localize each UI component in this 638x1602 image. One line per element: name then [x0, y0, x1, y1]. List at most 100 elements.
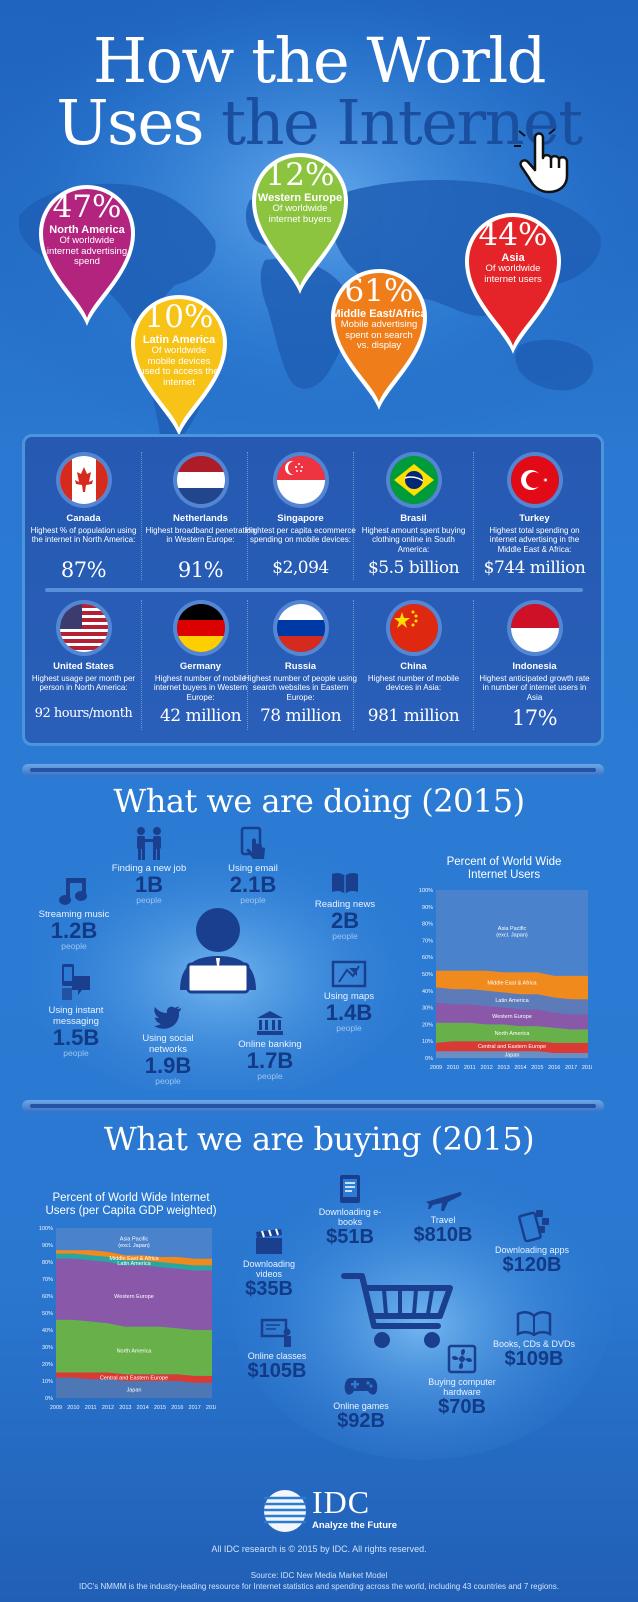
- area-north-america: [436, 1022, 588, 1043]
- x-tick-label: 2016: [171, 1405, 183, 1411]
- y-tick-label: 70%: [422, 938, 433, 944]
- section-divider-bar: [22, 1100, 604, 1112]
- y-tick-label: 30%: [422, 1006, 433, 1012]
- activity-value: 2.1B: [229, 872, 277, 897]
- bird-icon: [154, 1006, 181, 1029]
- country-card-turkey: Turkey Highest total spending on interne…: [478, 456, 591, 578]
- russia-flag-icon: [276, 604, 325, 652]
- computer-fan-icon: [447, 1344, 477, 1374]
- area-middle-east-africa: [56, 1250, 212, 1266]
- country-description: Highest usage per month per person in No…: [31, 674, 136, 693]
- x-tick-label: 2013: [497, 1065, 509, 1071]
- activity-label: Using email: [228, 863, 278, 874]
- pin-region: Western Europe: [257, 192, 343, 204]
- pin-region: North America: [49, 224, 125, 236]
- shopping-cart-icon: [341, 1273, 453, 1348]
- activity-unit: people: [63, 1048, 89, 1058]
- y-tick-label: 10%: [422, 1039, 433, 1045]
- country-stat: 42 million: [159, 706, 242, 726]
- country-name: Canada: [66, 513, 101, 524]
- pin-region: Asia: [501, 252, 525, 264]
- y-tick-label: 80%: [422, 922, 433, 928]
- x-tick-label: 2012: [481, 1065, 493, 1071]
- x-tick-label: 2009: [430, 1065, 442, 1071]
- purchase-computer-hardware: Buying computer hardware $70B: [420, 1344, 504, 1418]
- pin-western-europe: 12% Western Europe Of worldwide internet…: [247, 146, 353, 296]
- purchase-label: Online classes: [247, 1351, 307, 1361]
- pin-middle-east-africa: 61% Middle East/Africa Mobile advertisin…: [326, 262, 432, 412]
- area-middle-east-africa: [436, 970, 588, 1000]
- copyright-text: All IDC research is © 2015 by IDC. All r…: [211, 1544, 427, 1554]
- y-tick-label: 50%: [422, 972, 433, 978]
- y-tick-label: 30%: [42, 1345, 53, 1351]
- brazil-flag-icon: [389, 456, 438, 504]
- x-tick-label: 2011: [464, 1065, 476, 1071]
- country-stat: 91%: [177, 558, 224, 582]
- purchase-label: Buying computer hardware: [428, 1377, 496, 1397]
- series-label: Middle East & Africa: [487, 980, 537, 986]
- series-label: (excl. Japan): [496, 932, 528, 938]
- ebook-icon: [340, 1175, 360, 1203]
- pin-percent: 44%: [478, 217, 548, 253]
- country-description: Highest number of mobile internet buyers…: [153, 674, 248, 702]
- column-divider: [247, 452, 249, 580]
- open-book-icon: [332, 872, 358, 894]
- pin-shape: [39, 185, 135, 326]
- country-card-china: China Highest number of mobile devices i…: [357, 604, 470, 726]
- activity-unit: people: [257, 1071, 283, 1081]
- chart1-title: Percent of World Wide Internet Users: [446, 856, 562, 881]
- activity-social-networks: Using social networks 1.9B people: [128, 1004, 208, 1086]
- x-tick-label: 2012: [102, 1405, 114, 1411]
- singapore-flag-icon: [276, 456, 325, 504]
- gamepad-icon: [344, 1378, 378, 1395]
- purchase-videos: Downloading videos $35B: [230, 1228, 308, 1300]
- activity-reading-news: Reading news 2B people: [304, 870, 386, 941]
- country-name: Brasil: [400, 513, 427, 524]
- purchase-value: $92B: [337, 1410, 385, 1432]
- activity-label: Online banking: [238, 1039, 302, 1050]
- country-stat: 87%: [60, 558, 107, 582]
- activity-using-maps: Using maps 1.4B people: [308, 960, 390, 1033]
- activity-value: 1B: [134, 872, 164, 897]
- activity-instant-messaging: Using instant messaging 1.5B people: [34, 962, 118, 1058]
- activity-streaming-music: Streaming music 1.2B people: [34, 876, 114, 951]
- pin-percent: 10%: [144, 299, 214, 335]
- area-asia-pacific-excl-japan-: [436, 890, 588, 976]
- page-title-line2: Uses the Internet: [0, 90, 638, 156]
- map-pointer-icon: [331, 960, 367, 988]
- usa-flag-icon: [59, 604, 108, 652]
- series-label: Japan: [505, 1053, 520, 1059]
- series-label: Western Europe: [114, 1294, 154, 1300]
- country-card-canada: Canada Highest % of population using the…: [27, 456, 140, 582]
- series-label: Asia Pacific: [498, 926, 527, 932]
- hand-cursor-icon: [514, 128, 569, 194]
- purchase-label: Online games: [333, 1401, 389, 1411]
- country-description: Highest broadband penetration in Western…: [145, 526, 256, 545]
- pin-shape: [252, 153, 348, 294]
- area-central-and-eastern-europe: [56, 1372, 212, 1383]
- country-card-singapore: Singapore Hightest per capita ecommerce …: [244, 456, 357, 578]
- y-tick-label: 90%: [422, 905, 433, 911]
- purchase-value: $120B: [502, 1254, 562, 1276]
- series-label: Asia Pacific: [120, 1236, 149, 1242]
- country-description: Highest total spending on internet adver…: [489, 526, 580, 554]
- purchase-value: $35B: [245, 1278, 293, 1300]
- activity-value: 1.9B: [144, 1053, 192, 1078]
- activity-label: Finding a new job: [111, 863, 187, 874]
- idc-globe-logo-icon: [264, 1490, 306, 1532]
- purchase-online-classes: Online classes $105B: [236, 1318, 318, 1382]
- chart-internet-users-by-region: 0% 10% 20% 30% 40% 50% 60% 70% 80% 90% 100% 2009 201…: [419, 888, 592, 1071]
- country-card-indonesia: Indonesia Highest anticipated growth rat…: [478, 604, 591, 730]
- activity-unit: people: [332, 931, 358, 941]
- music-note-icon: [59, 878, 87, 905]
- x-tick-label: 2011: [85, 1405, 97, 1411]
- purchase-label: Books, CDs & DVDs: [492, 1339, 576, 1349]
- phone-chat-icon: [62, 964, 90, 1000]
- column-divider: [141, 452, 143, 580]
- germany-flag-icon: [176, 604, 225, 652]
- column-divider: [473, 600, 475, 730]
- column-divider: [353, 600, 355, 730]
- country-stat: 17%: [511, 706, 558, 730]
- activity-value: 1.2B: [50, 918, 98, 943]
- x-tick-label: 2015: [531, 1065, 543, 1071]
